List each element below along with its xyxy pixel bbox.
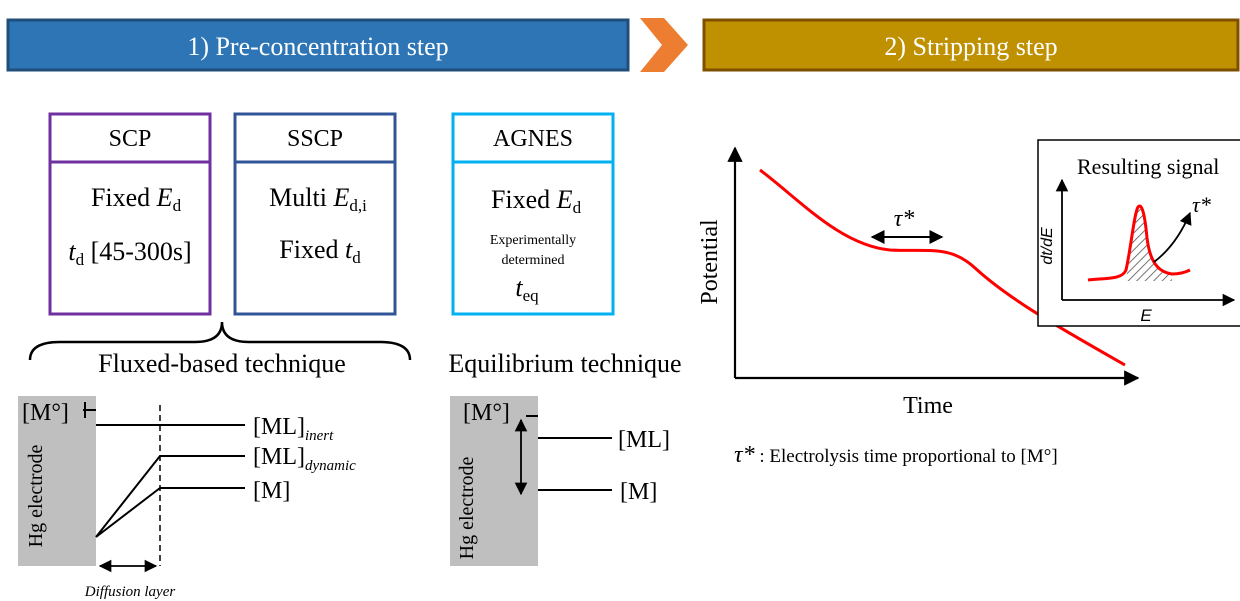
inset-y-label: dt/dE	[1039, 227, 1056, 265]
tau-footnote: τ* : Electrolysis time proportional to […	[734, 442, 1058, 468]
pre-concentration-banner: 1) Pre-concentration step	[6, 18, 630, 72]
sscp-title: SSCP	[287, 126, 343, 152]
scp-time: td [45-300s]	[68, 237, 191, 269]
ml-inert-label: [ML]inert	[253, 414, 334, 444]
plot-x-label: Time	[903, 393, 953, 419]
scp-box: SCP Fixed Ed td [45-300s]	[48, 112, 212, 316]
ml-dynamic-label: [ML]dynamic	[253, 444, 356, 474]
equilibrium-concentration-diagram: Hg electrode [M°] [ML] [M]	[450, 396, 670, 566]
inset-x-label: E	[1140, 306, 1152, 325]
agnes-note-line2: determined	[502, 253, 565, 268]
stripping-banner: 2) Stripping step	[702, 18, 1240, 72]
agnes-title: AGNES	[493, 126, 573, 152]
m0-label-fluxed: [M°]	[22, 400, 69, 426]
m-label-fluxed: [M]	[253, 478, 290, 504]
fluxed-brace	[28, 321, 412, 361]
ml-label-equilibrium: [ML]	[618, 427, 670, 453]
m-label-equilibrium: [M]	[620, 479, 657, 505]
agnes-potential: Fixed Ed	[491, 185, 582, 217]
sscp-box: SSCP Multi Ed,i Fixed td	[233, 112, 397, 316]
step-arrow-icon	[640, 18, 688, 72]
m0-label-equilibrium: [M°]	[463, 400, 510, 426]
fluxed-technique-label: Fluxed-based technique	[98, 349, 346, 378]
agnes-box: AGNES Fixed Ed Experimentally determined…	[451, 112, 615, 316]
stripping-label: 2) Stripping step	[884, 32, 1057, 61]
tau-label: τ*	[894, 206, 915, 232]
resulting-signal-inset: Resulting signal dt/dE E τ*	[1037, 139, 1240, 327]
hg-electrode-label-fluxed: Hg electrode	[25, 445, 47, 548]
inset-title: Resulting signal	[1077, 154, 1219, 179]
pre-concentration-label: 1) Pre-concentration step	[187, 32, 448, 61]
inset-tau-arrow	[1153, 211, 1192, 263]
inset-tau-label: τ*	[1192, 192, 1211, 217]
fluxed-concentration-diagram: Hg electrode [M°] [ML]inert [ML]dynamic …	[18, 396, 356, 600]
equilibrium-technique-label: Equilibrium technique	[448, 349, 681, 378]
hg-electrode-fluxed	[18, 396, 96, 566]
plot-y-label: Potential	[697, 219, 723, 305]
hg-electrode-label-equilibrium: Hg electrode	[456, 457, 478, 560]
potential-time-plot: Potential Time τ*	[697, 146, 1140, 419]
sscp-potential: Multi Ed,i	[269, 183, 367, 215]
agnes-teq: teq	[515, 273, 539, 305]
peak-curve	[1087, 204, 1191, 282]
sscp-time: Fixed td	[279, 235, 361, 267]
agnes-note-line1: Experimentally	[490, 233, 576, 248]
scp-potential: Fixed Ed	[91, 183, 182, 215]
scp-title: SCP	[109, 126, 152, 152]
peak-area	[1126, 205, 1172, 281]
diffusion-layer-label: Diffusion layer	[84, 584, 176, 600]
